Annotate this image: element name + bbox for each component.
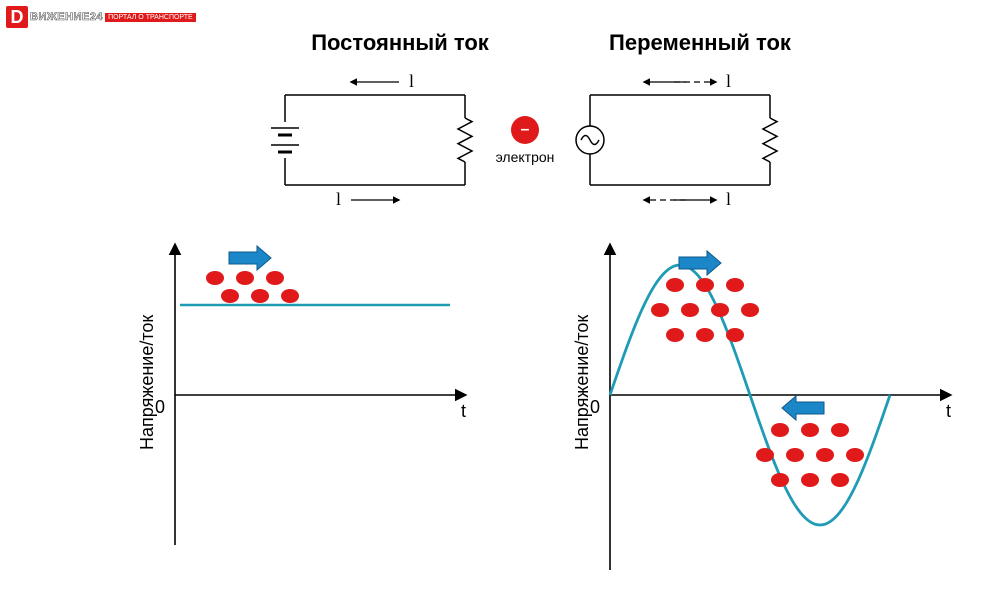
- ac-electron-dot-bottom: [831, 423, 849, 437]
- dc-circuit: [271, 95, 472, 185]
- dc-electron-dot: [236, 271, 254, 285]
- ac-electron-dot-top: [696, 278, 714, 292]
- dc-electron-dot: [266, 271, 284, 285]
- ac-electron-dot-bottom: [831, 473, 849, 487]
- ac-l-top: l: [726, 71, 731, 91]
- ac-electron-dot-top: [651, 303, 669, 317]
- ac-electron-dot-bottom: [771, 423, 789, 437]
- ac-electron-dot-bottom: [771, 473, 789, 487]
- dc-x-label: t: [461, 401, 466, 421]
- ac-x-label: t: [946, 401, 951, 421]
- ac-electron-dot-top: [666, 328, 684, 342]
- ac-graph: [610, 245, 950, 570]
- ac-electron-dot-bottom: [786, 448, 804, 462]
- ac-flow-arrow-bottom: [782, 396, 824, 420]
- ac-electron-dot-top: [741, 303, 759, 317]
- dc-graph: [175, 245, 465, 545]
- ac-electron-dot-top: [711, 303, 729, 317]
- dc-l-bottom: l: [336, 189, 341, 209]
- dc-l-top: l: [409, 71, 414, 91]
- electron-label: электрон: [496, 149, 555, 165]
- title-ac: Переменный ток: [609, 30, 792, 55]
- dc-electron-dot: [281, 289, 299, 303]
- ac-electron-dot-bottom: [816, 448, 834, 462]
- ac-electron-dot-bottom: [801, 423, 819, 437]
- ac-electron-dot-top: [681, 303, 699, 317]
- dc-electron-dot: [221, 289, 239, 303]
- ac-electron-dot-top: [666, 278, 684, 292]
- dc-electron-dot: [251, 289, 269, 303]
- ac-flow-arrow-top: [679, 251, 721, 275]
- ac-l-bottom: l: [726, 189, 731, 209]
- diagram-svg: Постоянный ток Переменный ток l l l l – электро…: [0, 0, 1000, 591]
- ac-electron-dot-bottom: [846, 448, 864, 462]
- electron-minus: –: [521, 121, 530, 138]
- ac-electron-dot-top: [726, 328, 744, 342]
- dc-y-label: Напряжение/ток: [137, 315, 157, 450]
- ac-y-label: Напряжение/ток: [572, 315, 592, 450]
- ac-electron-dot-top: [726, 278, 744, 292]
- title-dc: Постоянный ток: [311, 30, 490, 55]
- ac-electron-dot-top: [696, 328, 714, 342]
- ac-circuit: [576, 95, 777, 185]
- ac-electron-dot-bottom: [756, 448, 774, 462]
- dc-flow-arrow: [229, 246, 271, 270]
- dc-electron-dot: [206, 271, 224, 285]
- ac-electron-dot-bottom: [801, 473, 819, 487]
